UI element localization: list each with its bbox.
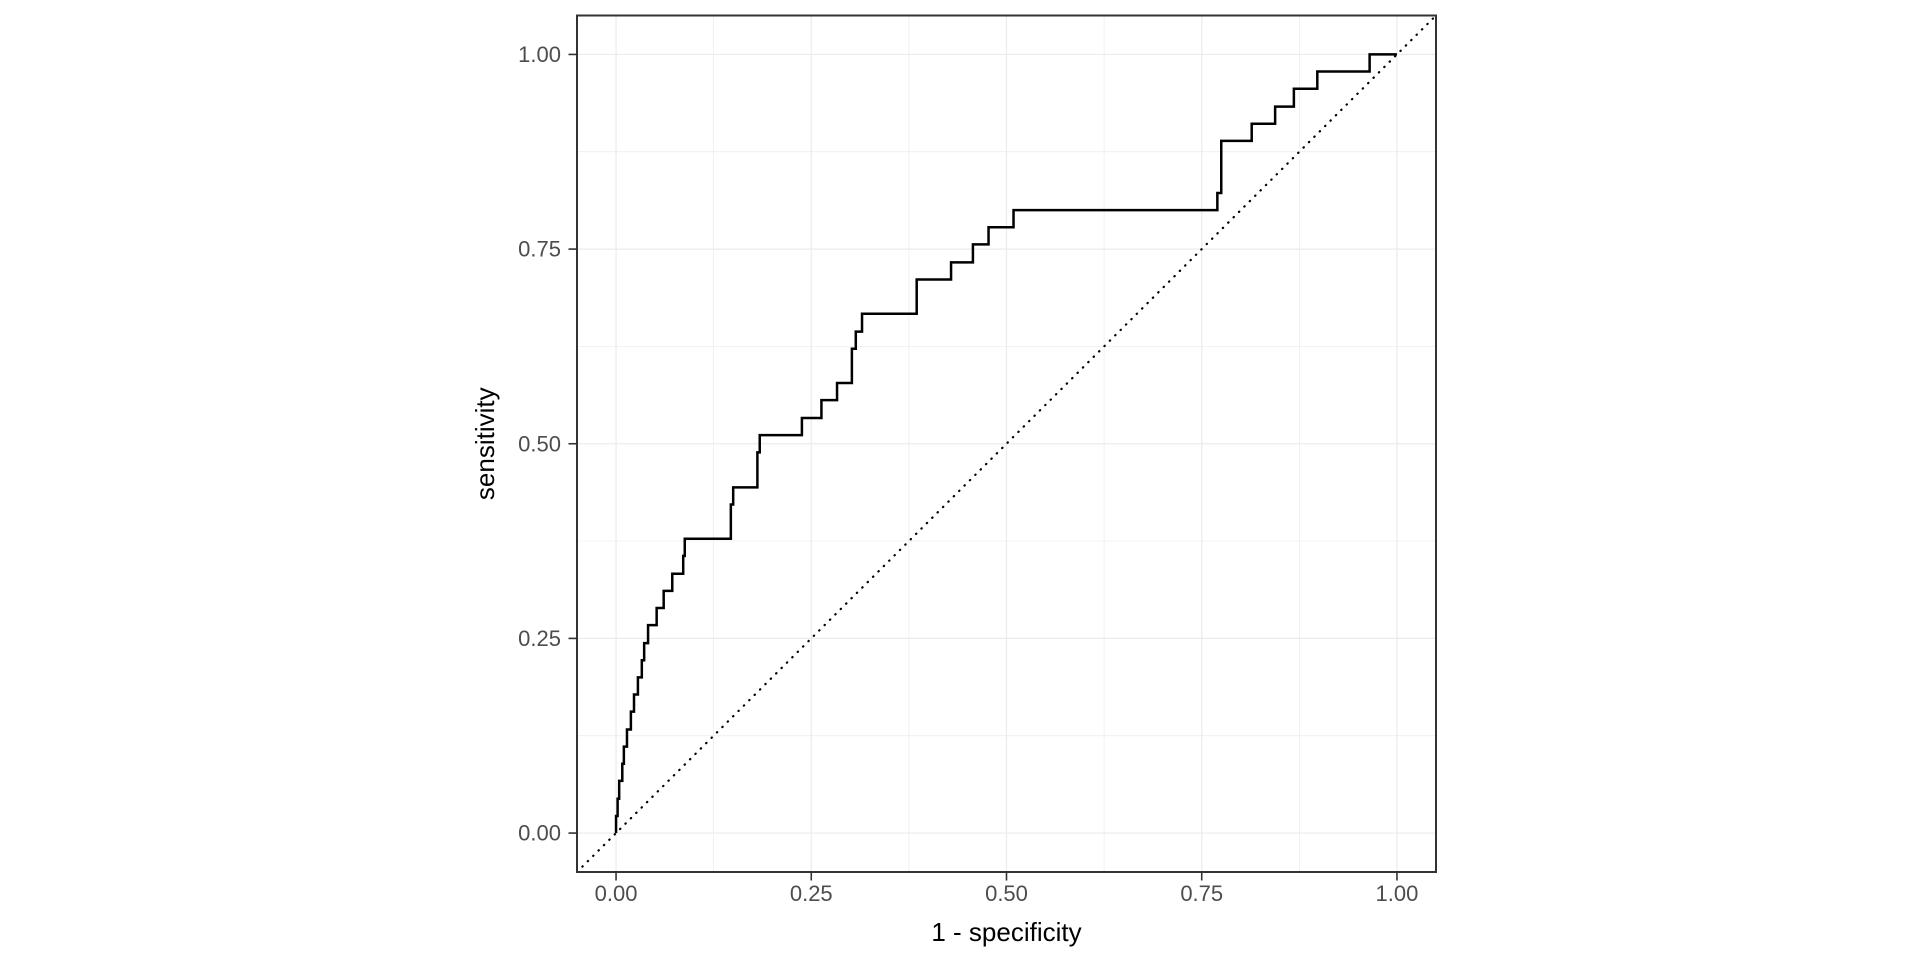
grid-major-lines — [577, 15, 1436, 872]
x-axis-ticks — [615, 872, 1398, 881]
y-tick-label: 1.00 — [518, 42, 561, 67]
y-axis-tick-labels: 0.00 0.25 0.50 0.75 1.00 — [518, 42, 561, 846]
x-tick-label: 0.75 — [1180, 881, 1223, 906]
y-tick-label: 0.25 — [518, 626, 561, 651]
roc-step-curve — [614, 53, 1397, 834]
x-tick-label: 1.00 — [1376, 881, 1419, 906]
y-axis-ticks — [568, 53, 577, 834]
x-tick-label: 0.25 — [790, 881, 833, 906]
y-tick-label: 0.75 — [518, 237, 561, 262]
y-tick-label: 0.00 — [518, 821, 561, 846]
y-axis-title: sensitivity — [470, 387, 500, 500]
x-axis-tick-labels: 0.00 0.25 0.50 0.75 1.00 — [595, 881, 1419, 906]
y-tick-label: 0.50 — [518, 431, 561, 456]
x-tick-label: 0.00 — [595, 881, 638, 906]
x-tick-label: 0.50 — [985, 881, 1028, 906]
x-axis-title: 1 - specificity — [931, 917, 1081, 947]
reference-diagonal-line — [575, 14, 1438, 874]
